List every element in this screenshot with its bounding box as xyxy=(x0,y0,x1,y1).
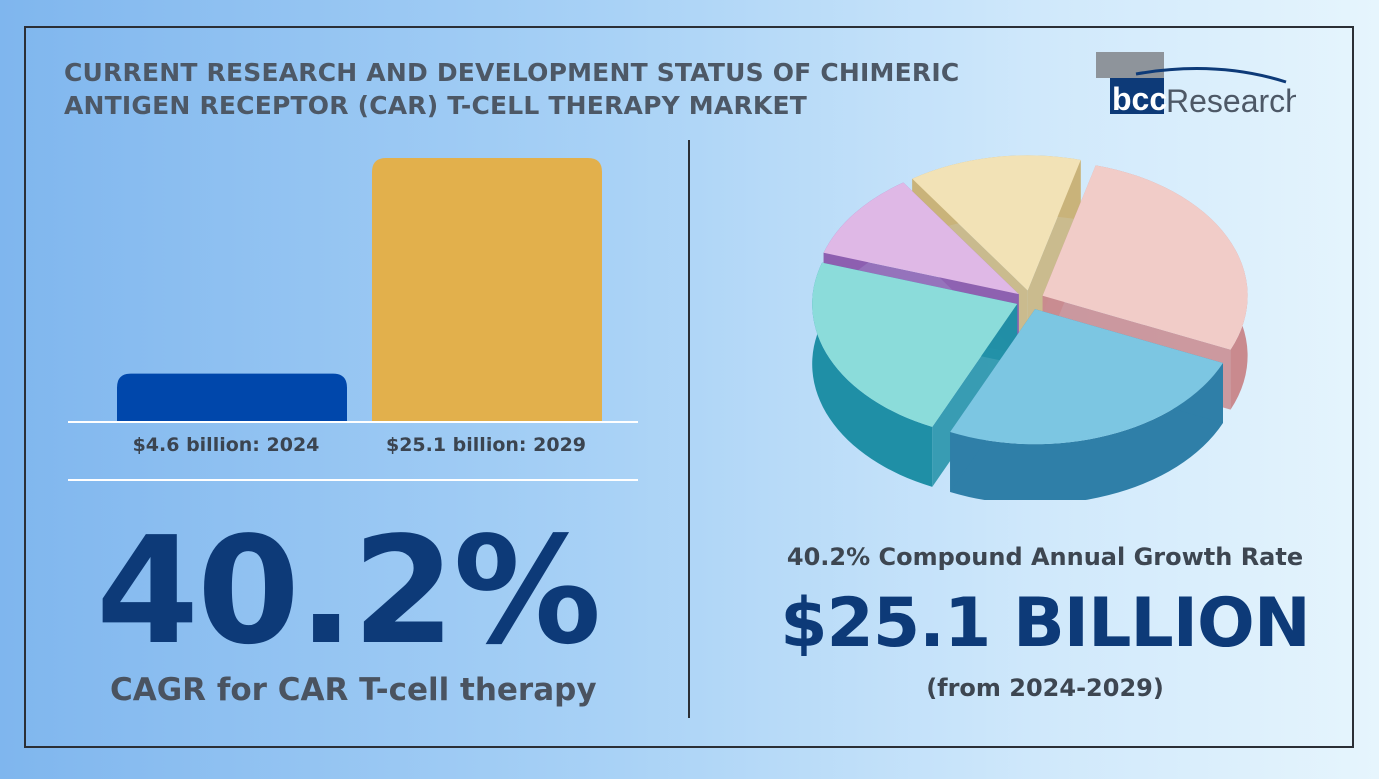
growth-rate-line: 40.2% Compound Annual Growth Rate xyxy=(786,543,1304,571)
bar-0 xyxy=(117,373,347,422)
page-title: CURRENT RESEARCH AND DEVELOPMENT STATUS … xyxy=(64,58,960,120)
logo-text-bcc: bcc xyxy=(1112,81,1167,117)
vertical-divider xyxy=(688,140,690,718)
bcc-research-logo: bcc Research xyxy=(1096,52,1296,119)
bar-chart xyxy=(117,158,602,422)
bar-label-2029: $25.1 billion: 2029 xyxy=(385,434,587,456)
cagr-caption: CAGR for CAR T-cell therapy xyxy=(110,672,597,708)
bar-label-2024: $4.6 billion: 2024 xyxy=(132,434,320,456)
forecast-period: (from 2024-2029) xyxy=(926,674,1164,702)
bar-1 xyxy=(372,158,602,422)
section-divider-line xyxy=(68,479,638,481)
pie-slice-1 xyxy=(950,309,1223,500)
bar-chart-baseline xyxy=(68,421,638,423)
pie-chart xyxy=(812,155,1248,500)
infographic-frame xyxy=(24,26,1354,748)
market-value: $25.1 BILLION xyxy=(780,584,1311,663)
cagr-value: 40.2% xyxy=(96,505,601,677)
logo-text-research: Research xyxy=(1166,83,1296,119)
